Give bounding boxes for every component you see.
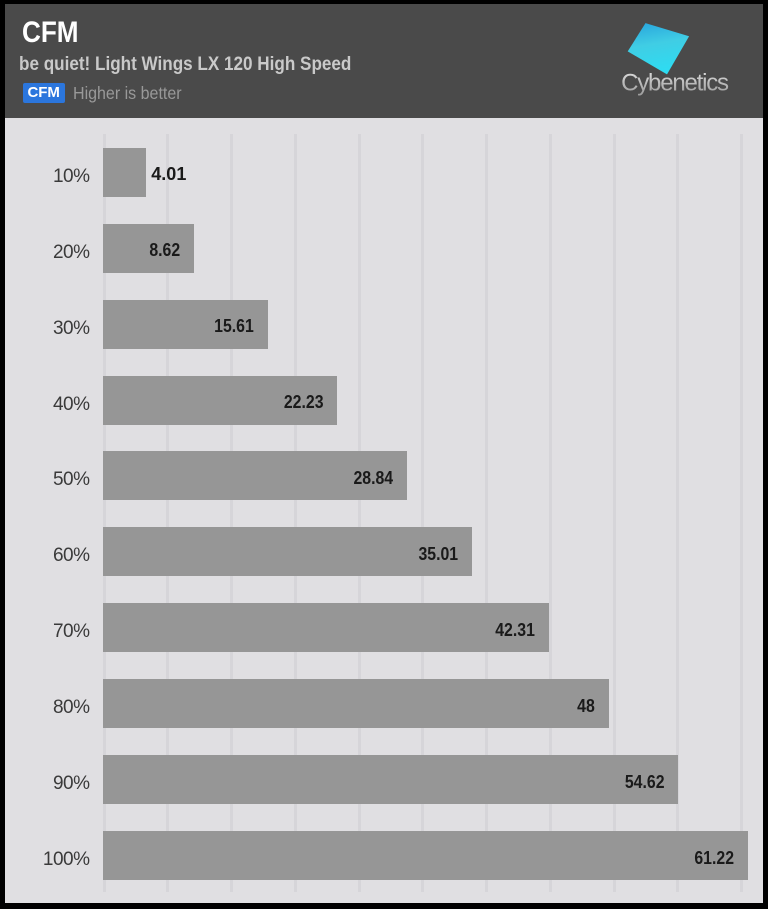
svg-text:Cybenetics: Cybenetics bbox=[621, 69, 729, 96]
